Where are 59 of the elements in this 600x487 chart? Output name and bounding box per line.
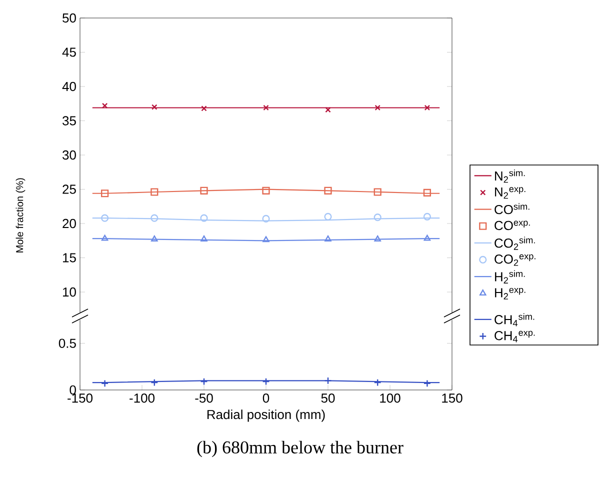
legend-label: CO$_{2}$exp. <box>494 254 536 266</box>
point <box>374 214 382 222</box>
point <box>324 212 332 220</box>
x-tick-label: 150 <box>442 394 462 403</box>
y-tick-label: 30 <box>62 150 76 160</box>
point <box>150 214 158 222</box>
legend-label: N$_{2}$exp. <box>495 187 526 199</box>
legend-label: CH$_{4}$exp. <box>494 330 535 342</box>
point <box>200 235 208 242</box>
y-tick-label: 35 <box>62 116 76 126</box>
x-tick-label: -100 <box>130 394 155 403</box>
x-axis-title: Radial position (mm) <box>207 410 325 422</box>
y-axis-title: Mole fraction (%) <box>16 178 26 252</box>
point <box>150 188 158 196</box>
point <box>423 188 431 196</box>
point <box>424 104 430 111</box>
x-tick-label: 0 <box>262 394 270 403</box>
legend-label: CO$^{sim.}$ <box>494 203 530 214</box>
point <box>423 212 431 220</box>
point <box>374 104 380 111</box>
y-tick-label: 50 <box>62 13 76 23</box>
y-tick-label: 15 <box>63 253 76 262</box>
x-tick-label: -50 <box>195 394 213 403</box>
y-tick-label: 10 <box>63 287 76 297</box>
point <box>324 235 332 242</box>
legend-label: H$_{2}$exp. <box>495 288 526 300</box>
point <box>325 106 331 113</box>
point <box>201 106 207 112</box>
y-tick-label: 25 <box>62 184 76 194</box>
point <box>374 188 382 196</box>
point <box>262 214 270 223</box>
text: (b) 680mm below the burner <box>197 440 404 458</box>
y-tick-label: 20 <box>62 218 76 228</box>
point <box>424 234 431 241</box>
y-tick-label: 0 <box>70 385 76 395</box>
point <box>262 186 270 194</box>
y-tick-label: 40 <box>62 82 76 92</box>
point <box>262 236 270 242</box>
y-tick-label: 45 <box>62 48 76 57</box>
y-tick-label: 0.5 <box>58 338 76 348</box>
point <box>200 214 208 222</box>
point <box>101 234 108 241</box>
x-tick-label: -150 <box>68 394 93 403</box>
point <box>200 186 208 194</box>
point <box>151 235 158 242</box>
legend-label: CH$_{4}$sim. <box>494 313 534 326</box>
point <box>324 186 332 194</box>
point <box>101 190 109 198</box>
point <box>374 235 381 242</box>
point <box>152 104 158 110</box>
legend-label: N$_{2}$sim. <box>495 170 525 183</box>
legend-label: CO$_{2}$sim. <box>494 236 535 250</box>
legend-label: CO$^{exp.}$ <box>494 220 530 230</box>
point <box>263 104 269 111</box>
x-tick-label: 50 <box>321 394 335 403</box>
point <box>101 214 109 222</box>
x-tick-label: 100 <box>380 394 400 403</box>
legend-label: H$_{2}$sim. <box>495 270 525 284</box>
point <box>102 102 108 109</box>
